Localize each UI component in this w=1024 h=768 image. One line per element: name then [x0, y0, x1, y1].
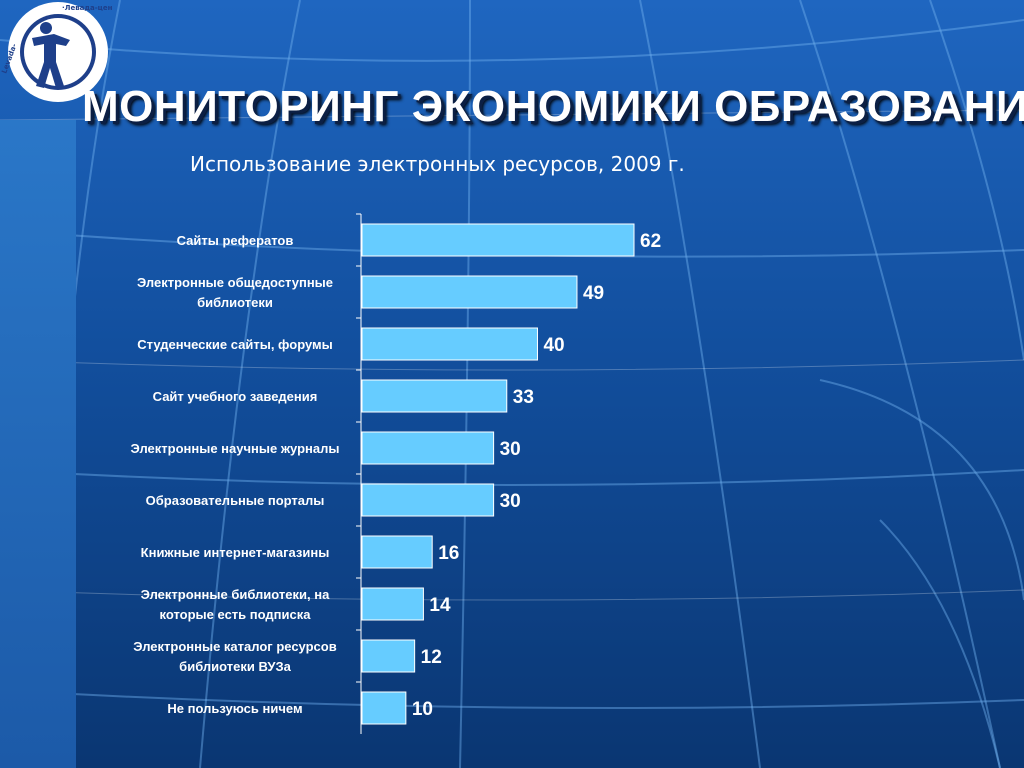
bar	[361, 379, 508, 413]
data-label: 14	[429, 595, 451, 616]
category-label: Сайты рефератов	[177, 233, 294, 248]
category-label: Не пользуюсь ничем	[167, 701, 302, 716]
category-label: Электронные библиотеки, на которые есть п…	[141, 587, 330, 622]
data-label: 40	[543, 335, 564, 356]
bar	[361, 223, 635, 257]
category-label: Электронные каталог ресурсов библиотеки В…	[133, 639, 336, 674]
data-label: 16	[438, 543, 459, 564]
left-decorative-panel	[0, 120, 76, 768]
chart-title: Использование электронных ресурсов, 2009…	[190, 152, 685, 176]
data-label: 30	[500, 439, 521, 460]
bar	[361, 327, 538, 361]
category-label: Книжные интернет-магазины	[141, 545, 330, 560]
data-label: 33	[513, 387, 534, 408]
data-label: 30	[500, 491, 521, 512]
bar	[361, 535, 433, 569]
data-label: 10	[412, 699, 433, 720]
data-label: 12	[421, 647, 442, 668]
category-label: Электронные общедоступные библиотеки	[137, 275, 333, 310]
category-label: Студенческие сайты, форумы	[137, 337, 333, 352]
bar	[361, 691, 407, 725]
data-label: 49	[583, 283, 604, 304]
slide-title: МОНИТОРИНГ ЭКОНОМИКИ ОБРАЗОВАНИЯ	[82, 82, 1024, 131]
svg-text:·Левада-центр·: ·Левада-центр·	[62, 4, 112, 12]
bar	[361, 639, 416, 673]
category-label: Сайт учебного заведения	[153, 389, 318, 404]
levada-center-logo: ·Левада-центр· Levada-	[0, 2, 112, 102]
category-label: Образовательные порталы	[146, 493, 325, 508]
bar	[361, 431, 495, 465]
data-label: 62	[640, 231, 661, 252]
category-label: Электронные научные журналы	[131, 441, 340, 456]
bar	[361, 275, 578, 309]
bar	[361, 587, 424, 621]
bar	[361, 483, 495, 517]
